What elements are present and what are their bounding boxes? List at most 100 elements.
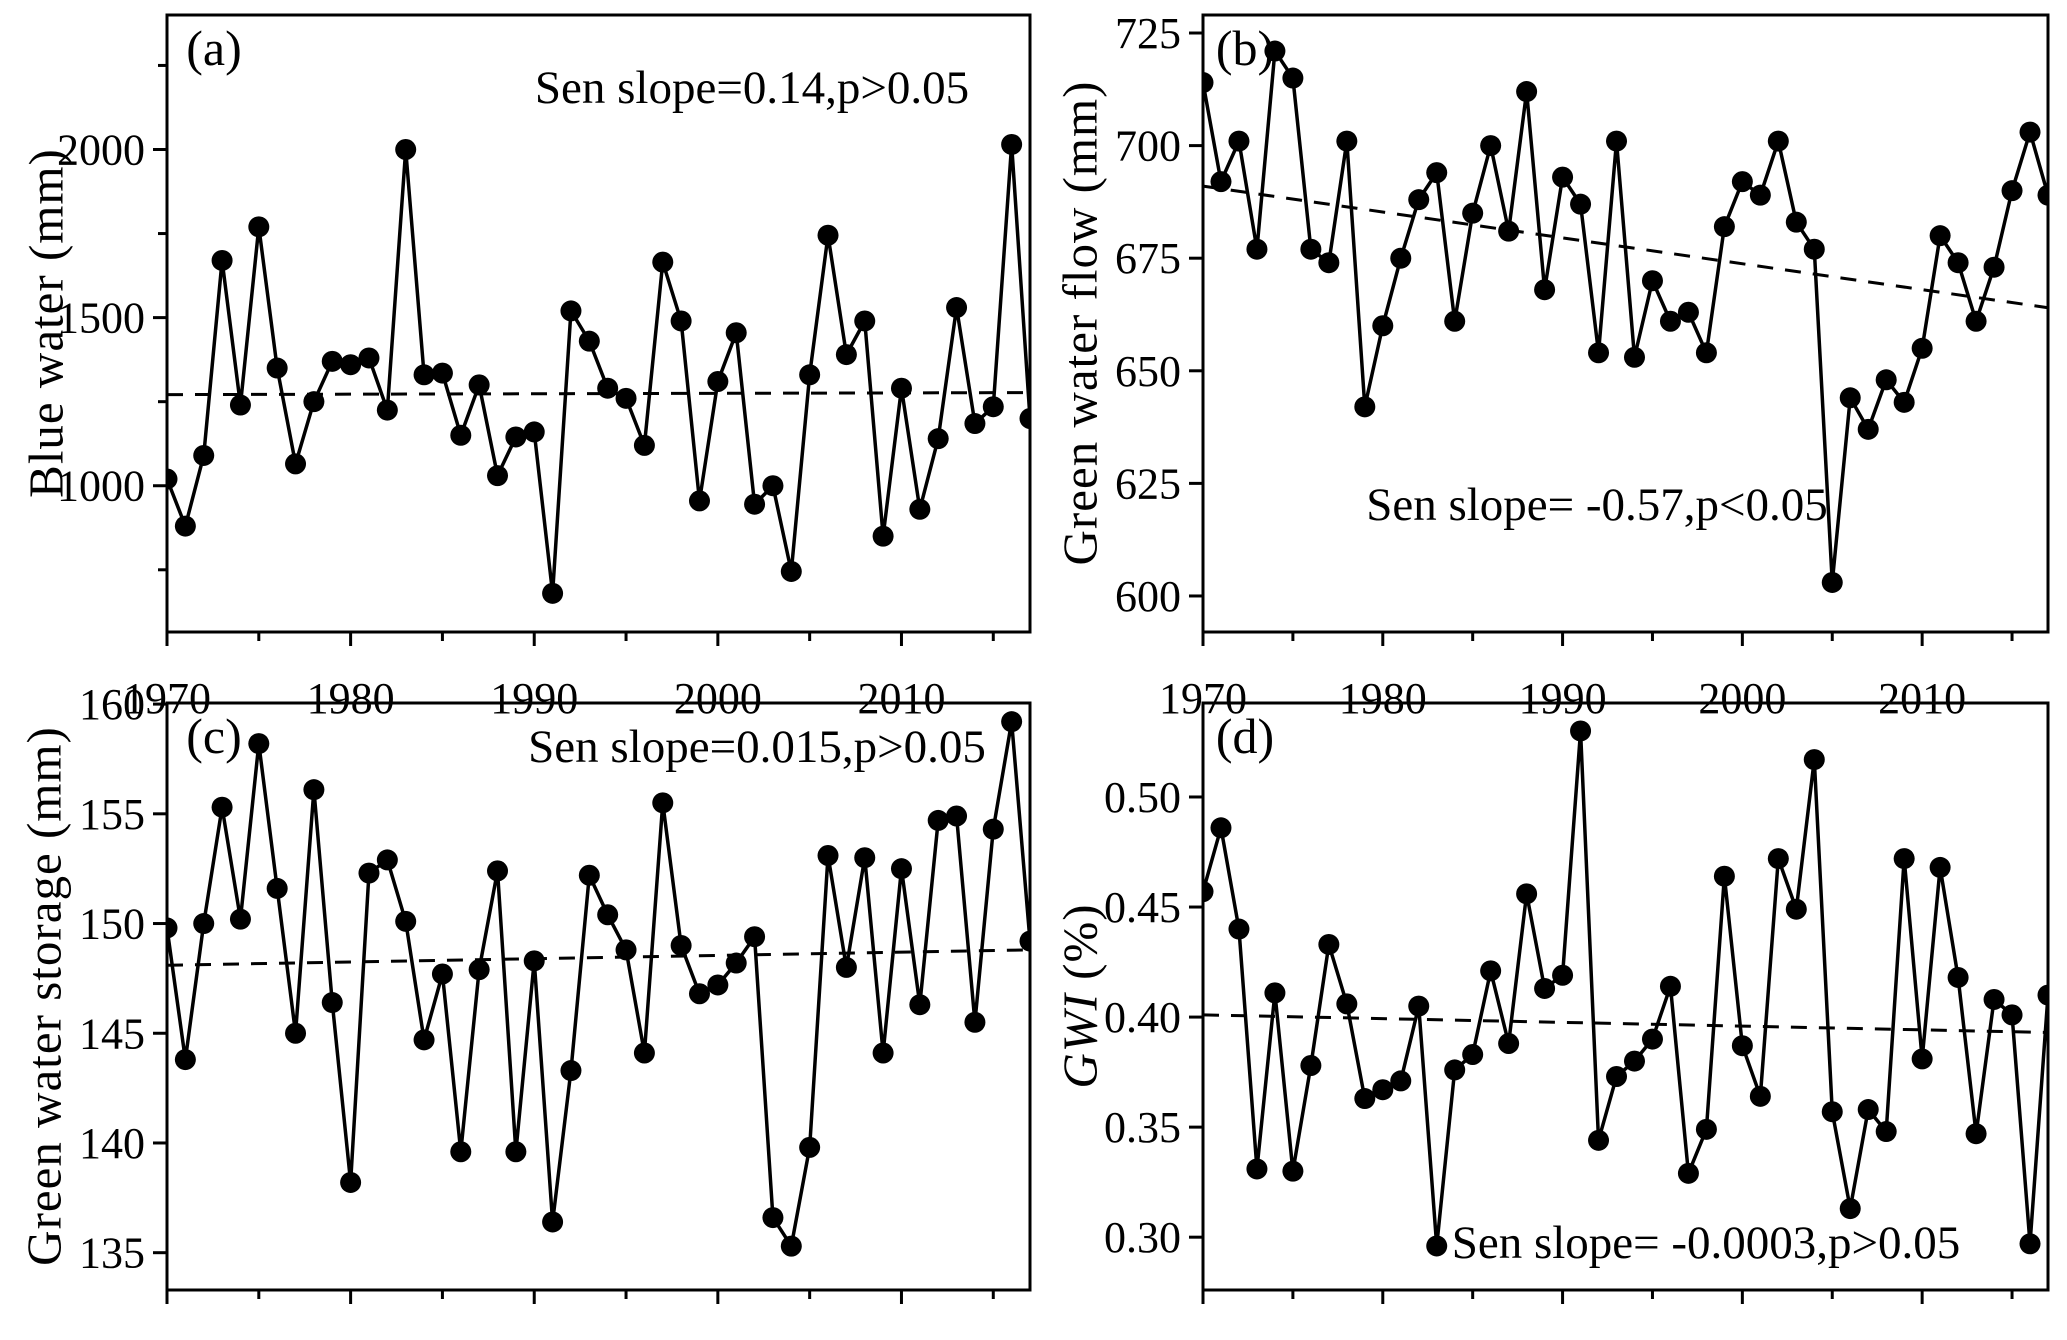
x-tick-label: 1980 — [307, 1332, 395, 1340]
data-point — [1713, 216, 1735, 238]
x-tick-label: 2000 — [674, 674, 762, 723]
data-point — [1202, 881, 1214, 903]
data-point — [358, 347, 380, 369]
y-tick-label: 600 — [1115, 572, 1181, 621]
data-point — [376, 399, 398, 421]
data-point — [358, 862, 380, 884]
panel-d: 1970 1980 1990 2000 2010 0.30 0.35 0.40 0.45 0.50 — [1104, 701, 2050, 1340]
x-tick-label: 2010 — [1878, 674, 1966, 723]
data-point — [817, 845, 839, 867]
y-tick-label: 2000 — [57, 125, 145, 174]
x-tick-label: 1970 — [123, 1332, 211, 1340]
data-point — [633, 434, 655, 456]
data-point — [854, 847, 876, 869]
data-point — [450, 424, 472, 446]
data-point — [376, 849, 398, 871]
data-point — [982, 818, 1004, 840]
data-point — [1480, 960, 1502, 982]
data-point — [1785, 211, 1807, 233]
data-point — [1749, 1085, 1771, 1107]
data-point — [1426, 1235, 1448, 1257]
series-line — [166, 142, 1031, 596]
data-point — [1731, 171, 1753, 193]
data-point — [395, 138, 417, 160]
data-point — [578, 330, 600, 352]
data-point — [413, 1029, 435, 1051]
data-point — [2019, 121, 2041, 143]
data-point — [1336, 130, 1358, 152]
data-point — [1623, 1050, 1645, 1072]
data-point — [1623, 346, 1645, 368]
data-point — [542, 582, 564, 604]
x-tick-label: 1980 — [1339, 674, 1427, 723]
sen-slope-annotation-d: Sen slope= -0.0003,p>0.05 — [1451, 1217, 1961, 1269]
data-point — [1390, 247, 1412, 269]
data-point — [193, 444, 215, 466]
data-point — [266, 357, 288, 379]
data-point — [1516, 883, 1538, 905]
data-point — [487, 860, 509, 882]
panel-letter-c: (c) — [186, 708, 242, 764]
data-point — [1695, 342, 1717, 364]
y-tick-label: 725 — [1115, 9, 1181, 58]
data-point — [780, 560, 802, 582]
data-point — [946, 805, 968, 827]
data-point — [1965, 310, 1987, 332]
data-point — [248, 733, 270, 755]
data-point — [1228, 918, 1250, 940]
data-point — [1444, 1059, 1466, 1081]
x-tick-label: 1970 — [1159, 1332, 1247, 1340]
data-point — [285, 453, 307, 475]
data-point — [2037, 984, 2049, 1006]
data-point — [487, 465, 509, 487]
data-point — [1875, 369, 1897, 391]
data-point — [1300, 1055, 1322, 1077]
y-tick-label: 625 — [1115, 459, 1181, 508]
y-tick-label: 145 — [79, 1009, 145, 1058]
data-point — [1282, 67, 1304, 89]
data-point — [1570, 720, 1592, 742]
x-tick-label: 1980 — [1339, 1332, 1427, 1340]
data-point — [707, 974, 729, 996]
x-tick-label: 2000 — [1698, 1332, 1786, 1340]
data-point — [597, 377, 619, 399]
trend-line — [1202, 1013, 2049, 1034]
data-point — [799, 364, 821, 386]
x-tick-label: 2000 — [1698, 674, 1786, 723]
data-point — [927, 809, 949, 831]
data-point — [835, 344, 857, 366]
data-point — [670, 310, 692, 332]
data-point — [927, 428, 949, 450]
x-tick-label: 1990 — [490, 674, 578, 723]
data-point — [285, 1022, 307, 1044]
panel-letter-b: (b) — [1215, 20, 1275, 76]
data-point — [340, 354, 362, 376]
data-point — [560, 300, 582, 322]
data-point — [1001, 133, 1023, 155]
data-point — [321, 350, 343, 372]
data-point — [725, 322, 747, 344]
data-point — [688, 490, 710, 512]
data-point — [799, 1136, 821, 1158]
series-line — [1202, 729, 2049, 1248]
data-point — [615, 939, 637, 961]
data-point — [505, 426, 527, 448]
data-point — [652, 251, 674, 273]
data-point — [1264, 40, 1286, 62]
data-point — [1893, 391, 1915, 413]
sen-slope-annotation-a: Sen slope=0.14,p>0.05 — [534, 62, 970, 114]
data-point — [1857, 1099, 1879, 1121]
data-point — [1246, 238, 1268, 260]
data-point — [1695, 1118, 1717, 1140]
data-point — [193, 913, 215, 935]
data-point — [1641, 270, 1663, 292]
data-point — [1677, 1162, 1699, 1184]
data-point — [1408, 189, 1430, 211]
data-point — [431, 963, 453, 985]
data-point — [597, 904, 619, 926]
data-point — [431, 362, 453, 384]
panel-letter-d: (d) — [1215, 708, 1275, 764]
data-point — [1019, 407, 1031, 429]
data-point — [211, 249, 233, 271]
data-point — [1372, 315, 1394, 337]
